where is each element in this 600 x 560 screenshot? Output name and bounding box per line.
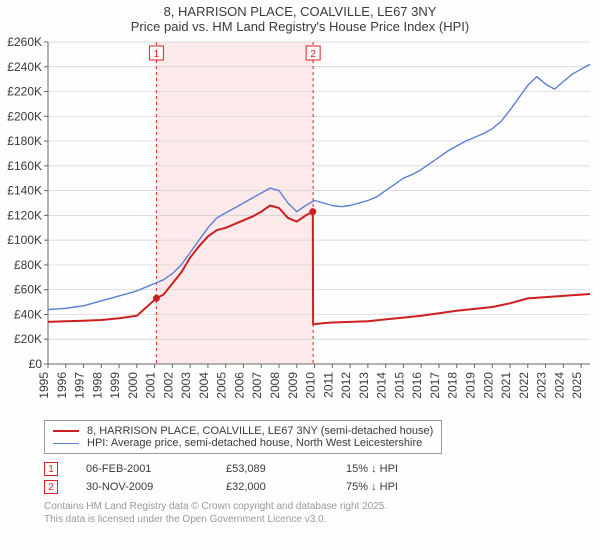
svg-text:1998: 1998 <box>90 372 104 399</box>
svg-text:2010: 2010 <box>304 372 318 399</box>
svg-text:£140K: £140K <box>7 184 42 198</box>
note-price-2: £32,000 <box>226 481 346 493</box>
svg-text:2023: 2023 <box>535 372 549 399</box>
footnote-line2: This data is licensed under the Open Gov… <box>44 513 600 526</box>
svg-text:£0: £0 <box>29 357 43 371</box>
svg-text:2011: 2011 <box>321 372 335 398</box>
svg-text:2016: 2016 <box>410 372 424 399</box>
svg-text:2008: 2008 <box>268 372 282 399</box>
title-line2: Price paid vs. HM Land Registry's House … <box>0 19 600 34</box>
legend-swatch-1 <box>53 430 79 432</box>
svg-text:2020: 2020 <box>481 372 495 399</box>
svg-text:2019: 2019 <box>463 372 477 399</box>
svg-text:2017: 2017 <box>428 372 442 399</box>
svg-text:£100K: £100K <box>7 233 42 247</box>
note-date-2: 30-NOV-2009 <box>86 481 226 493</box>
footnote-line1: Contains HM Land Registry data © Crown c… <box>44 500 600 513</box>
svg-text:2006: 2006 <box>232 372 246 399</box>
chart-legend: 8, HARRISON PLACE, COALVILLE, LE67 3NY (… <box>44 420 442 454</box>
svg-text:2018: 2018 <box>446 372 460 399</box>
svg-text:£80K: £80K <box>14 258 42 272</box>
svg-text:2013: 2013 <box>357 372 371 399</box>
legend-label-2: HPI: Average price, semi-detached house,… <box>87 437 422 449</box>
legend-swatch-2 <box>53 443 79 444</box>
svg-text:£220K: £220K <box>7 85 42 99</box>
sale-notes: 1 06-FEB-2001 £53,089 15% ↓ HPI 2 30-NOV… <box>44 462 600 494</box>
svg-text:1999: 1999 <box>108 372 122 399</box>
note-diff-1: 15% ↓ HPI <box>346 463 466 475</box>
legend-row-1: 8, HARRISON PLACE, COALVILLE, LE67 3NY (… <box>53 425 433 437</box>
svg-text:2009: 2009 <box>286 372 300 399</box>
note-badge-2: 2 <box>44 480 58 494</box>
svg-text:£260K: £260K <box>7 35 42 49</box>
svg-text:2025: 2025 <box>570 372 584 399</box>
chart-area: £0 £20K £40K £60K £80K £100K £120K £140K £160K £1… <box>0 34 600 414</box>
svg-text:2012: 2012 <box>339 372 353 399</box>
note-badge-1: 1 <box>44 462 58 476</box>
svg-text:2004: 2004 <box>197 372 211 399</box>
svg-text:2024: 2024 <box>552 372 566 399</box>
svg-text:1996: 1996 <box>55 372 69 399</box>
svg-text:£160K: £160K <box>7 159 42 173</box>
legend-label-1: 8, HARRISON PLACE, COALVILLE, LE67 3NY (… <box>87 425 433 437</box>
svg-text:£40K: £40K <box>14 307 42 321</box>
svg-text:2007: 2007 <box>250 372 264 399</box>
note-price-1: £53,089 <box>226 463 346 475</box>
chart-title: 8, HARRISON PLACE, COALVILLE, LE67 3NY P… <box>0 0 600 34</box>
title-line1: 8, HARRISON PLACE, COALVILLE, LE67 3NY <box>0 4 600 19</box>
svg-text:2003: 2003 <box>179 372 193 399</box>
svg-text:1997: 1997 <box>73 372 87 399</box>
svg-text:£200K: £200K <box>7 109 42 123</box>
svg-text:2022: 2022 <box>517 372 531 399</box>
note-row-1: 1 06-FEB-2001 £53,089 15% ↓ HPI <box>44 462 600 476</box>
svg-text:2005: 2005 <box>215 372 229 399</box>
svg-text:2002: 2002 <box>161 372 175 399</box>
svg-text:1: 1 <box>154 49 160 60</box>
svg-text:£60K: £60K <box>14 283 42 297</box>
svg-text:2015: 2015 <box>392 372 406 399</box>
svg-text:£240K: £240K <box>7 60 42 74</box>
svg-text:2: 2 <box>310 49 316 60</box>
svg-text:£120K: £120K <box>7 208 42 222</box>
legend-row-2: HPI: Average price, semi-detached house,… <box>53 437 433 449</box>
svg-text:1995: 1995 <box>37 372 51 399</box>
svg-text:£20K: £20K <box>14 332 42 346</box>
line-chart-svg: £0 £20K £40K £60K £80K £100K £120K £140K £160K £1… <box>0 34 600 414</box>
svg-text:2000: 2000 <box>126 372 140 399</box>
note-diff-2: 75% ↓ HPI <box>346 481 466 493</box>
svg-text:£180K: £180K <box>7 134 42 148</box>
footnote: Contains HM Land Registry data © Crown c… <box>44 500 600 526</box>
svg-text:2021: 2021 <box>499 372 513 399</box>
svg-text:2001: 2001 <box>144 372 158 399</box>
note-date-1: 06-FEB-2001 <box>86 463 226 475</box>
svg-text:2014: 2014 <box>375 372 389 399</box>
note-row-2: 2 30-NOV-2009 £32,000 75% ↓ HPI <box>44 480 600 494</box>
